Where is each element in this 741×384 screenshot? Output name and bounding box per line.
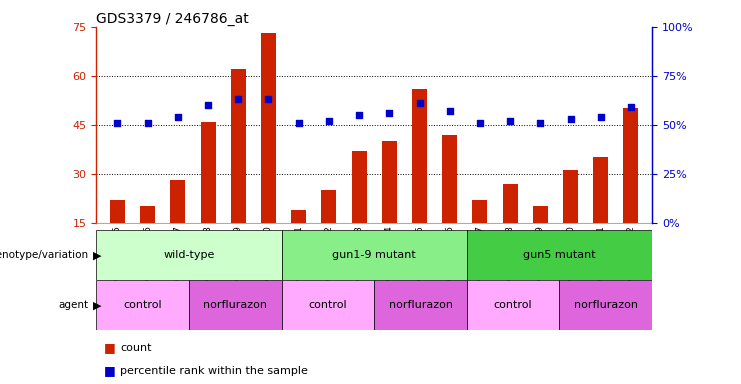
Text: gun5 mutant: gun5 mutant	[523, 250, 596, 260]
Text: agent: agent	[59, 300, 89, 310]
Point	[474, 120, 486, 126]
Bar	[442, 135, 457, 272]
Point	[595, 114, 607, 120]
Text: control: control	[308, 300, 348, 310]
Text: ▶: ▶	[93, 300, 101, 310]
Bar	[467, 280, 559, 330]
Point	[504, 118, 516, 124]
Point	[444, 108, 456, 114]
Bar	[594, 157, 608, 272]
Bar	[96, 280, 189, 330]
Bar	[170, 180, 185, 272]
Text: ■: ■	[104, 341, 116, 354]
Text: control: control	[494, 300, 533, 310]
Bar	[140, 207, 155, 272]
Bar	[189, 280, 282, 330]
Text: norflurazon: norflurazon	[388, 300, 453, 310]
Text: norflurazon: norflurazon	[574, 300, 638, 310]
Point	[202, 102, 214, 108]
Text: GDS3379 / 246786_at: GDS3379 / 246786_at	[96, 12, 248, 26]
Bar	[467, 230, 652, 280]
Bar	[230, 70, 246, 272]
Text: control: control	[123, 300, 162, 310]
Bar	[533, 207, 548, 272]
Point	[625, 104, 637, 110]
Bar	[351, 151, 367, 272]
Text: wild-type: wild-type	[163, 250, 215, 260]
Bar	[563, 170, 578, 272]
Point	[233, 96, 245, 103]
Bar	[374, 280, 467, 330]
Text: norflurazon: norflurazon	[203, 300, 268, 310]
Bar	[623, 109, 639, 272]
Bar	[322, 190, 336, 272]
Point	[353, 112, 365, 118]
Bar	[282, 230, 467, 280]
Bar	[382, 141, 397, 272]
Point	[293, 120, 305, 126]
Text: count: count	[120, 343, 152, 353]
Point	[262, 96, 274, 103]
Point	[565, 116, 576, 122]
Bar	[412, 89, 427, 272]
Bar	[559, 280, 652, 330]
Bar	[502, 184, 518, 272]
Bar	[110, 200, 125, 272]
Text: genotype/variation: genotype/variation	[0, 250, 89, 260]
Text: ▶: ▶	[93, 250, 101, 260]
Bar	[201, 122, 216, 272]
Text: ■: ■	[104, 364, 116, 377]
Bar	[261, 33, 276, 272]
Bar	[282, 280, 374, 330]
Text: gun1-9 mutant: gun1-9 mutant	[332, 250, 416, 260]
Point	[323, 118, 335, 124]
Point	[383, 110, 395, 116]
Bar	[291, 210, 306, 272]
Point	[112, 120, 124, 126]
Point	[172, 114, 184, 120]
Bar	[96, 230, 282, 280]
Point	[142, 120, 153, 126]
Text: percentile rank within the sample: percentile rank within the sample	[120, 366, 308, 376]
Point	[534, 120, 546, 126]
Bar	[472, 200, 488, 272]
Point	[413, 100, 425, 106]
